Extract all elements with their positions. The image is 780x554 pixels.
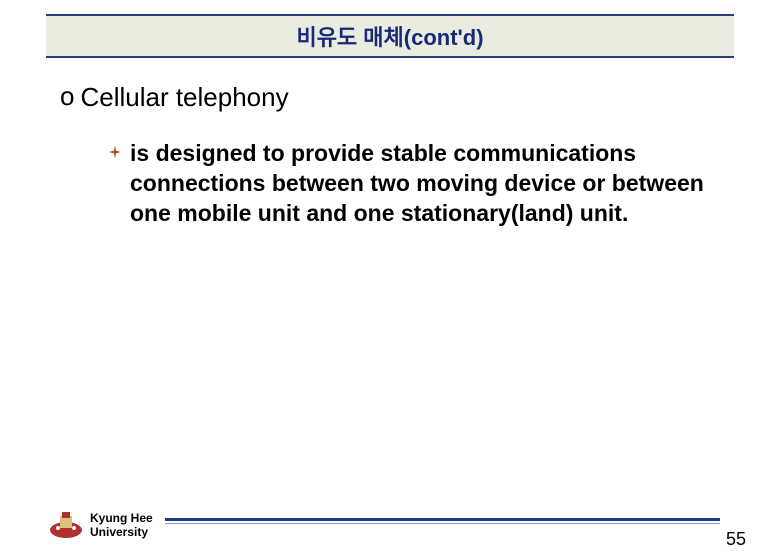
- title-bar: 비유도 매체(cont'd): [46, 14, 734, 58]
- heading-row: o Cellular telephony: [60, 82, 720, 112]
- heading-bullet: o: [60, 82, 74, 110]
- footer-line-light: [165, 523, 720, 524]
- footer-line-dark: [165, 518, 720, 521]
- content-area: o Cellular telephony is designed to prov…: [0, 58, 780, 228]
- university-name: Kyung Hee University: [90, 511, 153, 539]
- footer: Kyung Hee University: [0, 510, 780, 540]
- footer-divider: [165, 518, 720, 526]
- body-row: is designed to provide stable communicat…: [60, 138, 720, 228]
- star-bullet-icon: [108, 145, 122, 159]
- heading-text: Cellular telephony: [80, 82, 288, 112]
- slide-title: 비유도 매체(cont'd): [296, 25, 483, 50]
- university-logo-icon: [48, 510, 84, 540]
- body-text: is designed to provide stable communicat…: [130, 138, 710, 228]
